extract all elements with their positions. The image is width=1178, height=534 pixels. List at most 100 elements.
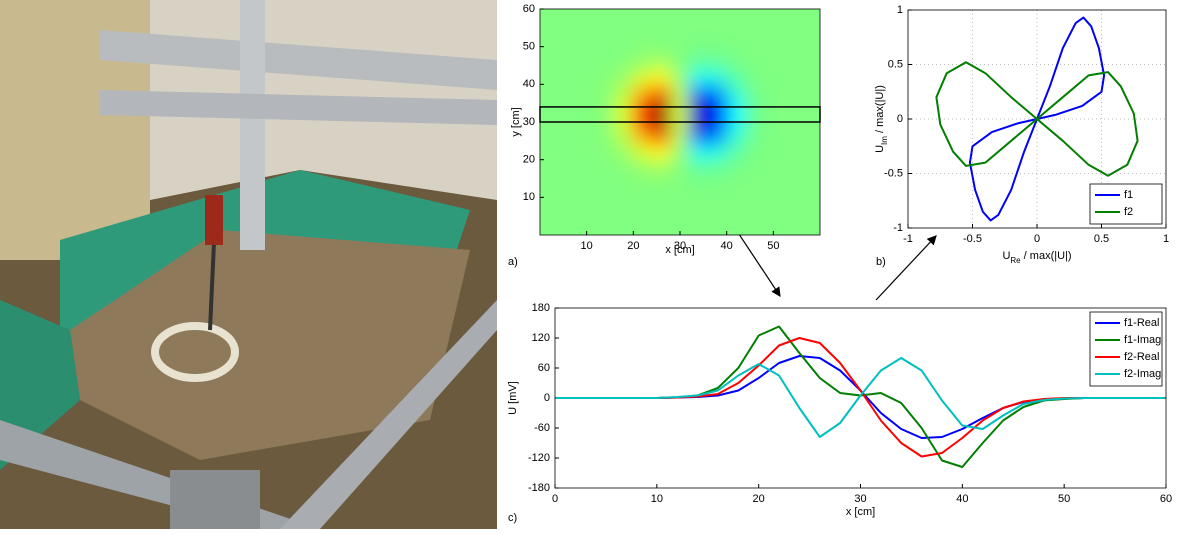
heatmap-cell: [726, 83, 746, 100]
heatmap-cell: [782, 9, 802, 25]
heatmap-cell: [688, 23, 709, 40]
heatmap-cell: [540, 159, 560, 176]
x-tick-label: 0: [552, 493, 558, 505]
x-tick-label: 50: [1058, 493, 1070, 505]
legend-label: f1-Real: [1124, 317, 1159, 329]
heatmap-cell: [707, 144, 728, 161]
heatmap-cell: [763, 53, 784, 70]
heatmap-cell: [632, 23, 653, 40]
heatmap-cell: [576, 189, 597, 206]
heatmap: [540, 9, 820, 235]
heatmap-cell: [558, 83, 578, 100]
y-tick-label: -120: [528, 452, 550, 464]
x-tick-label: 10: [581, 240, 593, 252]
heatmap-cell: [540, 204, 560, 221]
heatmap-cell: [558, 189, 578, 206]
heatmap-cell: [726, 204, 746, 221]
heatmap-cell: [670, 129, 690, 146]
heatmap-cell: [726, 53, 746, 70]
heatmap-cell: [632, 144, 653, 161]
heatmap-cell: [540, 129, 560, 146]
heatmap-cell: [670, 68, 690, 85]
heatmap-cell: [614, 204, 634, 221]
heatmap-cell: [632, 204, 653, 221]
heatmap-cell: [763, 174, 784, 191]
y-tick-label: 60: [538, 362, 550, 374]
y-tick-label: 0.5: [888, 58, 903, 70]
heatmap-cell: [726, 38, 746, 55]
heatmap-cell: [763, 204, 784, 221]
heatmap-cell: [595, 9, 616, 25]
heatmap-cell: [800, 83, 820, 100]
heatmap-cell: [576, 68, 597, 85]
heatmap-cell: [540, 23, 560, 40]
x-tick-label: 60: [1160, 493, 1172, 505]
y-tick-label: 30: [523, 116, 535, 128]
heatmap-cell: [688, 53, 709, 70]
heatmap-cell: [763, 189, 784, 206]
heatmap-cell: [782, 23, 802, 40]
heatmap-cell: [726, 144, 746, 161]
heatmap-cell: [726, 68, 746, 85]
heatmap-cell: [744, 174, 765, 191]
heatmap-cell: [707, 174, 728, 191]
heatmap-cell: [744, 204, 765, 221]
heatmap-cell: [688, 174, 709, 191]
heatmap-cell: [651, 38, 672, 55]
axis-label-part: U: [1002, 250, 1010, 262]
heatmap-cell: [595, 189, 616, 206]
heatmap-cell: [651, 23, 672, 40]
heatmap-cell: [782, 129, 802, 146]
heatmap-cell: [576, 38, 597, 55]
legend-box: [1089, 183, 1163, 225]
y-tick-label: -60: [534, 422, 550, 434]
axis-label: x [cm]: [665, 244, 694, 256]
heatmap-cell: [726, 159, 746, 176]
y-tick-label: 60: [523, 3, 535, 15]
heatmap-cell: [558, 53, 578, 70]
heatmap-cell: [707, 68, 728, 85]
heatmap-cell: [540, 83, 560, 100]
heatmap-cell: [744, 68, 765, 85]
heatmap-cell: [632, 9, 653, 25]
series-line: [555, 357, 1166, 438]
heatmap-cell: [726, 174, 746, 191]
heatmap-cell: [782, 219, 802, 235]
axis-label-part: U: [874, 145, 886, 153]
heatmap-cell: [595, 204, 616, 221]
heatmap-cell: [707, 38, 728, 55]
heatmap-cell: [614, 174, 634, 191]
legend-label: f2-Imag: [1124, 368, 1161, 380]
axes-frame: [907, 9, 1167, 229]
heatmap-cell: [632, 38, 653, 55]
heatmap-cell: [763, 219, 784, 235]
heatmap-cell: [576, 9, 597, 25]
x-tick-label: 30: [854, 493, 866, 505]
panel-label: b): [876, 256, 886, 268]
heatmap-cell: [782, 159, 802, 176]
axis-label-part: Im: [880, 136, 889, 145]
heatmap-cell: [632, 53, 653, 70]
panel-label: c): [508, 512, 517, 524]
heatmap-cell: [688, 83, 709, 100]
heatmap-cell: [614, 9, 634, 25]
heatmap-cell: [800, 144, 820, 161]
heatmap-cell: [688, 204, 709, 221]
heatmap-cell: [595, 174, 616, 191]
heatmap-cell: [540, 219, 560, 235]
heatmap-cell: [614, 159, 634, 176]
heatmap-cell: [763, 144, 784, 161]
heatmap-cell: [707, 129, 728, 146]
heatmap-cell: [540, 144, 560, 161]
heatmap-cell: [595, 53, 616, 70]
x-tick-label: 30: [674, 240, 686, 252]
heatmap-cell: [800, 219, 820, 235]
legend-label: f2-Real: [1124, 351, 1159, 363]
heatmap-cell: [707, 23, 728, 40]
heatmap-cell: [782, 68, 802, 85]
heatmap-cell: [744, 38, 765, 55]
heatmap-cell: [632, 68, 653, 85]
heatmap-cell: [540, 9, 560, 25]
heatmap-cell: [614, 83, 634, 100]
